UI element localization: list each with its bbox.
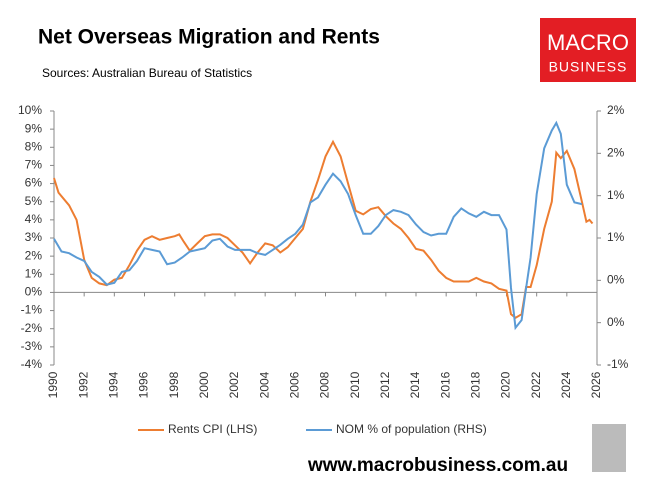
x-tick-label: 2008	[318, 371, 332, 398]
x-tick-label: 2004	[257, 371, 271, 398]
x-tick-label: 1996	[137, 371, 151, 398]
x-tick-label: 2014	[408, 371, 422, 398]
y-tick-label: 0%	[25, 285, 43, 299]
x-tick-label: 1994	[107, 371, 121, 398]
y-tick-label: 10%	[18, 103, 42, 117]
logo-text: BUSINESS	[549, 59, 628, 75]
x-tick-label: 2024	[559, 371, 573, 398]
series-line	[53, 120, 583, 331]
y2-tick-label: -1%	[607, 357, 629, 371]
y2-tick-label: 1%	[607, 188, 625, 202]
y-tick-label: 5%	[25, 194, 43, 208]
x-tick-label: 1992	[76, 371, 90, 398]
x-tick-label: 1990	[46, 371, 60, 398]
x-tick-label: 2022	[529, 371, 543, 398]
y2-tick-label: 0%	[607, 315, 625, 329]
logo-box	[540, 18, 636, 82]
y-tick-label: 4%	[25, 212, 43, 226]
y-tick-label: 7%	[25, 158, 43, 172]
logo-icon	[592, 424, 626, 472]
y2-tick-label: 0%	[607, 273, 625, 287]
logo-text: MACRO	[547, 30, 629, 55]
y2-tick-label: 2%	[607, 146, 625, 160]
x-tick-label: 2010	[348, 371, 362, 398]
x-tick-label: 2012	[378, 371, 392, 398]
y-tick-label: -2%	[21, 321, 43, 335]
x-tick-label: 2020	[499, 371, 513, 398]
y2-tick-label: 1%	[607, 230, 625, 244]
legend-label: Rents CPI (LHS)	[168, 422, 257, 436]
x-tick-label: 2000	[197, 371, 211, 398]
y-tick-label: 3%	[25, 230, 43, 244]
y-tick-label: -3%	[21, 339, 43, 353]
y-tick-label: -4%	[21, 357, 43, 371]
chart-subtitle: Sources: Australian Bureau of Statistics	[42, 66, 252, 80]
y-tick-label: 6%	[25, 176, 43, 190]
y2-tick-label: 2%	[607, 103, 625, 117]
y-tick-label: 2%	[25, 248, 43, 262]
website: www.macrobusiness.com.au	[307, 455, 568, 476]
x-tick-label: 2018	[469, 371, 483, 398]
y-tick-label: 8%	[25, 139, 43, 153]
chart-title: Net Overseas Migration and Rents	[38, 26, 380, 49]
legend-label: NOM % of population (RHS)	[336, 422, 487, 436]
x-tick-label: 2002	[227, 371, 241, 398]
x-tick-label: 2006	[288, 371, 302, 398]
y-tick-label: -1%	[21, 303, 43, 317]
x-tick-label: 1998	[167, 371, 181, 398]
x-tick-label: 2026	[589, 371, 603, 398]
x-tick-label: 2016	[438, 371, 452, 398]
y-tick-label: 1%	[25, 266, 43, 280]
y-tick-label: 9%	[25, 121, 43, 135]
